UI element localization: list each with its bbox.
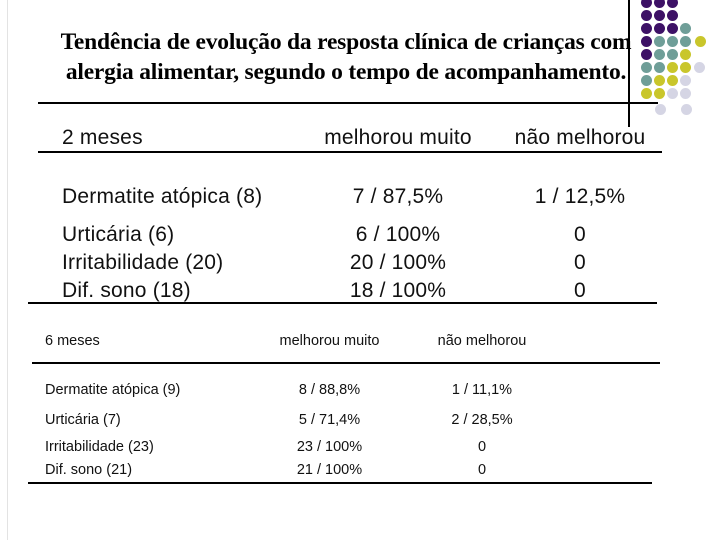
row-label: Urticária (7) bbox=[45, 412, 121, 428]
decoration-dot bbox=[679, 48, 691, 60]
table1-period-header: 2 meses bbox=[62, 126, 143, 149]
decoration-dot bbox=[693, 61, 705, 73]
table-row: Dermatite atópica (8) 7 / 87,5% 1 / 12,5… bbox=[38, 184, 652, 209]
table-row: Irritabilidade (20) 20 / 100% 0 bbox=[38, 250, 652, 275]
decoration-dot bbox=[666, 87, 678, 99]
decoration-dot bbox=[666, 61, 678, 73]
table1-col-header-not-improved: não melhorou bbox=[514, 126, 646, 149]
row-not-improved-value: 2 / 28,5% bbox=[451, 412, 513, 428]
row-label: Dif. sono (18) bbox=[62, 279, 191, 302]
decoration-dot bbox=[653, 87, 665, 99]
row-not-improved-value: 0 bbox=[574, 223, 586, 246]
table2-col-header-not-improved: não melhorou bbox=[437, 333, 527, 349]
row-label: Dermatite atópica (9) bbox=[45, 382, 181, 398]
table2-header-row: 6 meses melhorou muito não melhorou bbox=[32, 332, 660, 350]
row-improved-value: 6 / 100% bbox=[355, 223, 441, 246]
decoration-dot bbox=[653, 35, 665, 47]
table1-header-row: 2 meses melhorou muito não melhorou bbox=[38, 125, 652, 150]
row-label: Dermatite atópica (8) bbox=[62, 185, 263, 208]
decoration-vertical-line bbox=[628, 0, 630, 127]
table2-period-header: 6 meses bbox=[45, 333, 100, 349]
table-row: Irritabilidade (23) 23 / 100% 0 bbox=[32, 438, 660, 456]
decoration-dot bbox=[679, 74, 691, 86]
decoration-dot bbox=[666, 48, 678, 60]
row-label: Irritabilidade (23) bbox=[45, 439, 154, 455]
decoration-dot bbox=[653, 0, 665, 8]
table1-header-rule bbox=[38, 151, 662, 153]
decoration-dot bbox=[653, 74, 665, 86]
table2-col-header-improved: melhorou muito bbox=[279, 333, 380, 349]
decoration-dot bbox=[640, 9, 652, 21]
row-improved-value: 23 / 100% bbox=[296, 439, 363, 455]
row-label: Dif. sono (21) bbox=[45, 462, 133, 478]
decoration-dot bbox=[679, 61, 691, 73]
row-label: Irritabilidade (20) bbox=[62, 251, 224, 274]
table1-col-header-improved: melhorou muito bbox=[324, 126, 472, 149]
slide-title: Tendência de evolução da resposta clínic… bbox=[60, 29, 632, 85]
row-not-improved-value: 1 / 11,1% bbox=[451, 382, 513, 398]
decoration-dot bbox=[640, 48, 652, 60]
decoration-dot bbox=[653, 48, 665, 60]
title-underline bbox=[38, 102, 658, 104]
row-improved-value: 5 / 71,4% bbox=[298, 412, 361, 428]
decoration-dot bbox=[654, 103, 666, 115]
row-label: Urticária (6) bbox=[62, 223, 175, 246]
decoration-dot bbox=[666, 74, 678, 86]
table2-bottom-rule bbox=[28, 482, 652, 484]
decoration-dot bbox=[679, 22, 691, 34]
table-row: Dif. sono (21) 21 / 100% 0 bbox=[32, 461, 660, 479]
decoration-dot bbox=[694, 35, 706, 47]
decoration-dot bbox=[640, 0, 652, 8]
decoration-dot bbox=[640, 35, 652, 47]
decoration-dot bbox=[666, 0, 678, 8]
row-improved-value: 21 / 100% bbox=[296, 462, 363, 478]
decoration-dot bbox=[653, 61, 665, 73]
decoration-dot bbox=[680, 103, 692, 115]
table1-bottom-rule bbox=[28, 302, 657, 304]
row-not-improved-value: 0 bbox=[574, 251, 586, 274]
row-not-improved-value: 0 bbox=[477, 439, 487, 455]
row-not-improved-value: 1 / 12,5% bbox=[534, 185, 626, 208]
decoration-dot bbox=[679, 35, 691, 47]
row-not-improved-value: 0 bbox=[477, 462, 487, 478]
table-row: Dif. sono (18) 18 / 100% 0 bbox=[38, 278, 652, 303]
decoration-dot bbox=[653, 22, 665, 34]
table-row: Dermatite atópica (9) 8 / 88,8% 1 / 11,1… bbox=[32, 381, 660, 399]
table2-header-rule bbox=[32, 362, 660, 364]
decoration-dot bbox=[653, 9, 665, 21]
row-improved-value: 8 / 88,8% bbox=[298, 382, 361, 398]
row-not-improved-value: 0 bbox=[574, 279, 586, 302]
decoration-dot bbox=[666, 22, 678, 34]
decoration-dot bbox=[640, 87, 652, 99]
table-row: Urticária (7) 5 / 71,4% 2 / 28,5% bbox=[32, 411, 660, 429]
row-improved-value: 18 / 100% bbox=[349, 279, 447, 302]
decoration-dot bbox=[679, 87, 691, 99]
decoration-dot bbox=[666, 35, 678, 47]
row-improved-value: 7 / 87,5% bbox=[352, 185, 444, 208]
slide-edge-line bbox=[7, 0, 8, 540]
decoration-dot bbox=[640, 74, 652, 86]
decoration-dot bbox=[640, 22, 652, 34]
decoration-dot bbox=[640, 61, 652, 73]
table-row: Urticária (6) 6 / 100% 0 bbox=[38, 222, 652, 247]
decoration-dot bbox=[666, 9, 678, 21]
row-improved-value: 20 / 100% bbox=[349, 251, 447, 274]
